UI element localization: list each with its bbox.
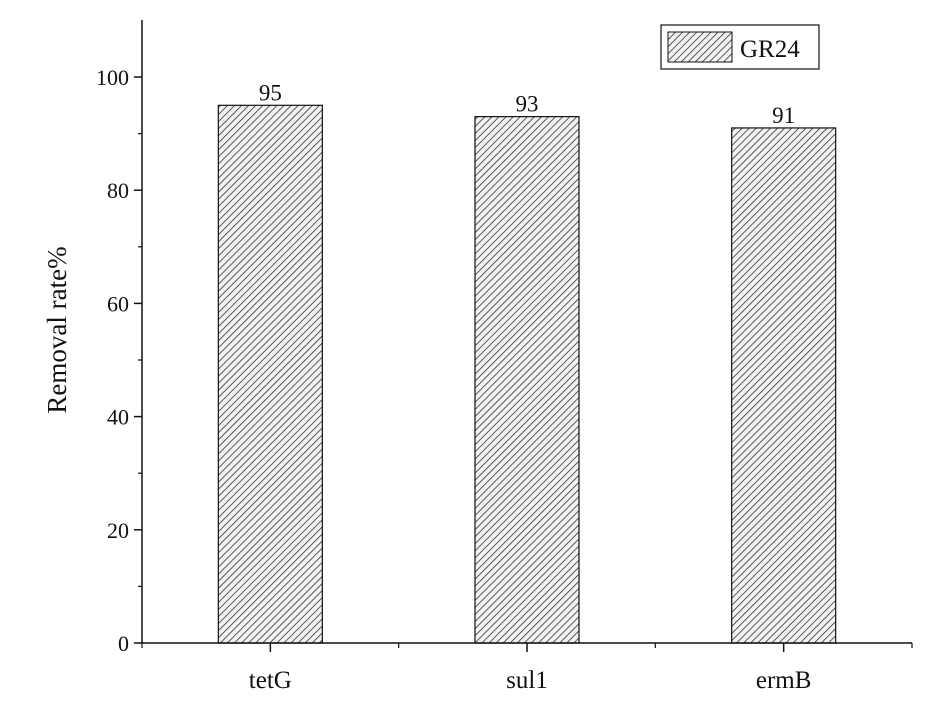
y-tick-label: 20 bbox=[107, 518, 129, 543]
y-axis-ticks: 0 20 40 60 80 100 bbox=[96, 65, 142, 656]
y-tick-label: 80 bbox=[107, 178, 129, 203]
x-axis-ticks: tetG sul1 ermB bbox=[142, 643, 912, 694]
x-tick-label: tetG bbox=[249, 667, 292, 694]
legend-swatch bbox=[668, 32, 732, 62]
x-tick-label: sul1 bbox=[506, 667, 548, 694]
bar-tetG bbox=[218, 105, 322, 643]
bar-value-label: 95 bbox=[259, 80, 282, 105]
legend: GR24 bbox=[661, 25, 819, 69]
bar-ermB bbox=[732, 128, 836, 643]
y-tick-label: 60 bbox=[107, 291, 129, 316]
bar-sul1 bbox=[475, 117, 579, 643]
y-axis-title: Removal rate% bbox=[42, 246, 72, 413]
bar-value-label: 91 bbox=[772, 103, 795, 128]
bars bbox=[218, 105, 835, 643]
y-tick-label: 40 bbox=[107, 405, 129, 430]
y-tick-label: 100 bbox=[96, 65, 129, 90]
legend-label: GR24 bbox=[740, 36, 800, 63]
x-tick-label: ermB bbox=[756, 667, 812, 694]
bar-value-label: 93 bbox=[516, 92, 539, 117]
y-tick-label: 0 bbox=[118, 631, 129, 656]
